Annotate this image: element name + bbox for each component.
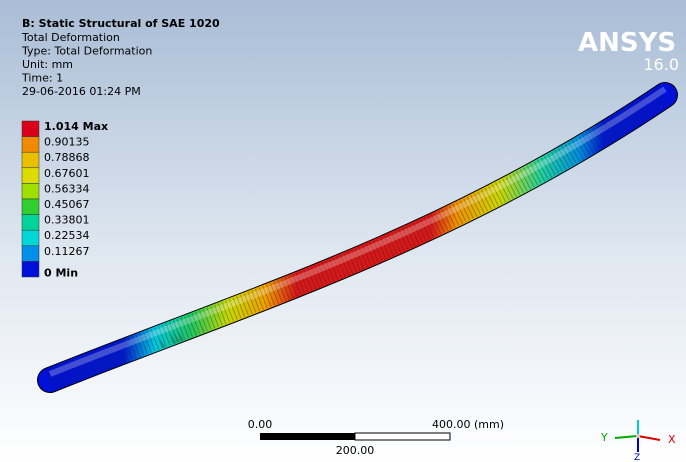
legend-label: 1.014 Max	[44, 120, 108, 133]
legend-label: 0.90135	[44, 136, 90, 149]
legend-label: 0.33801	[44, 214, 90, 227]
header-line: 29-06-2016 01:24 PM	[22, 85, 141, 98]
triad-x: X	[668, 433, 676, 446]
legend-label: 0.67601	[44, 167, 90, 180]
legend-label: 0.45067	[44, 198, 90, 211]
legend-label: 0 Min	[44, 266, 78, 279]
logo: ANSYS	[578, 28, 676, 58]
legend-swatch	[22, 199, 39, 215]
legend-label: 0.78868	[44, 151, 90, 164]
legend-label: 0.11267	[44, 245, 90, 258]
legend-swatch	[22, 230, 39, 246]
header-line: Type: Total Deformation	[21, 45, 152, 58]
legend-label: 0.56334	[44, 182, 90, 195]
header-line: Unit: mm	[22, 58, 73, 71]
legend-swatch	[22, 183, 39, 199]
triad-y: Y	[600, 431, 608, 444]
logo-version: 16.0	[643, 55, 679, 74]
legend-swatch	[22, 246, 39, 262]
scale-black	[260, 433, 355, 440]
header-title: B: Static Structural of SAE 1020	[22, 17, 220, 30]
legend-swatch	[22, 137, 39, 153]
scale-start: 0.00	[248, 418, 273, 431]
viewport: B: Static Structural of SAE 1020 Total D…	[0, 0, 686, 462]
scale-middle: 200.00	[336, 444, 375, 457]
legend-swatch	[22, 168, 39, 184]
triad-z: Z	[634, 453, 640, 462]
legend-swatch	[22, 215, 39, 231]
header-line: Time: 1	[21, 72, 63, 85]
legend-label: 0.22534	[44, 229, 90, 242]
header-line: Total Deformation	[21, 31, 120, 44]
legend-swatch	[22, 152, 39, 168]
scale-white	[355, 433, 450, 440]
legend-swatch	[22, 261, 39, 277]
legend-swatch	[22, 121, 39, 137]
scale-end: 400.00 (mm)	[432, 418, 504, 431]
background	[0, 0, 686, 462]
